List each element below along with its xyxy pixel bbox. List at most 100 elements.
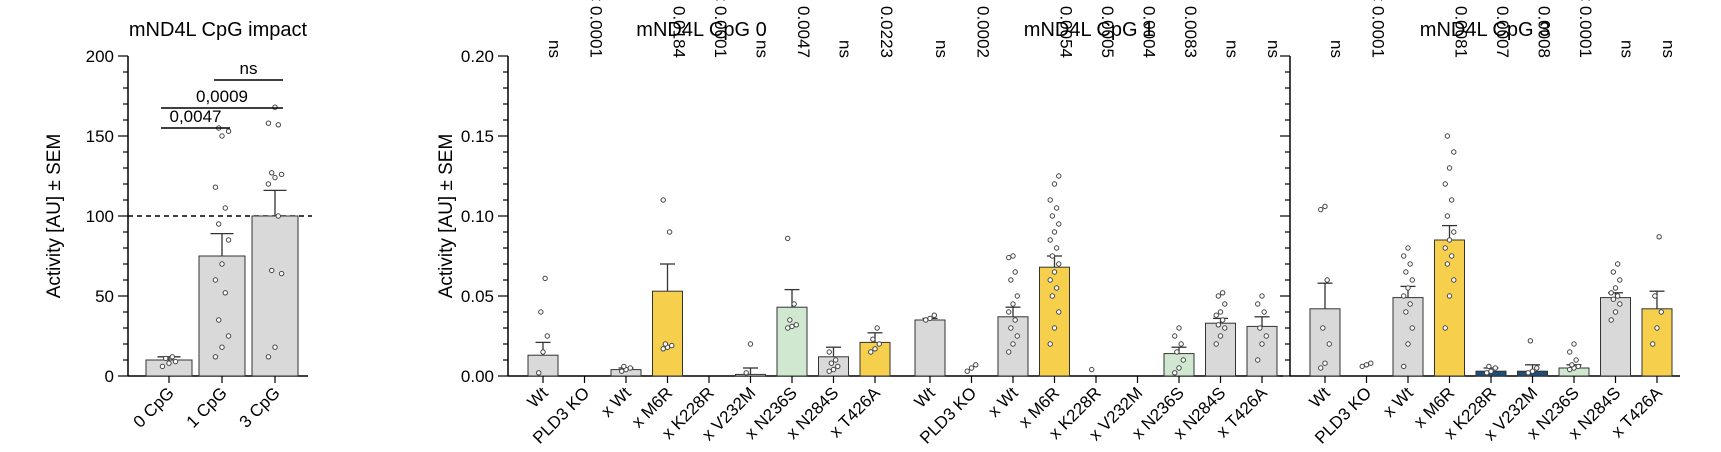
data-point — [222, 290, 228, 296]
data-point — [1525, 370, 1531, 376]
data-point — [1053, 285, 1060, 291]
data-point — [225, 237, 232, 243]
x-tick-label: Wt — [911, 383, 939, 411]
data-point — [1217, 309, 1224, 315]
data-point — [272, 344, 278, 350]
data-point — [1219, 317, 1226, 323]
data-point — [1089, 366, 1095, 373]
data-point — [538, 309, 544, 315]
data-point — [660, 197, 666, 203]
data-point — [1056, 173, 1062, 179]
data-point — [1567, 366, 1573, 373]
bar-x-t426a — [1641, 308, 1673, 377]
data-point — [1446, 237, 1453, 243]
data-point — [1222, 301, 1228, 307]
data-point — [1180, 357, 1186, 363]
y-tick-label: 0 — [105, 367, 114, 386]
data-point — [1324, 277, 1330, 283]
y-axis-label-0: Activity [AU] ± SEM — [44, 134, 65, 299]
data-point — [1178, 341, 1184, 347]
data-point — [1318, 206, 1324, 213]
data-point — [1484, 370, 1490, 376]
y-tick-label: 0.20 — [461, 47, 494, 66]
data-point — [1176, 365, 1182, 371]
data-point — [536, 370, 542, 376]
data-point — [1259, 293, 1265, 299]
data-point — [278, 171, 285, 178]
data-point — [1610, 296, 1617, 302]
bar-x-m6r — [1434, 239, 1465, 377]
data-point — [785, 235, 791, 242]
bar-wt — [527, 354, 559, 377]
data-point — [1326, 341, 1332, 347]
data-point — [1056, 261, 1062, 267]
data-point — [1049, 293, 1056, 299]
data-point — [1213, 341, 1219, 347]
data-point — [265, 181, 272, 187]
x-tick-label: Wt — [1306, 383, 1334, 411]
data-point — [1442, 245, 1448, 251]
data-point — [225, 333, 232, 339]
x-tick-label: x Wt — [1379, 383, 1417, 421]
data-point — [1047, 237, 1053, 243]
data-point — [1051, 181, 1058, 187]
data-point — [1612, 285, 1619, 291]
data-point — [1006, 349, 1012, 355]
data-point — [1056, 309, 1062, 315]
data-point — [1656, 234, 1662, 240]
data-point — [1658, 309, 1664, 315]
data-point — [1261, 309, 1267, 315]
data-point — [278, 270, 285, 277]
data-point — [872, 346, 878, 352]
p-value-label: 0.0004 — [1140, 6, 1159, 58]
data-point — [1047, 197, 1053, 203]
data-point — [1451, 149, 1457, 155]
data-point — [1401, 253, 1407, 259]
data-point — [973, 362, 979, 368]
data-point — [1263, 333, 1269, 339]
p-value-label: 0.0008 — [1535, 6, 1554, 58]
p-value-label: ns — [545, 40, 564, 58]
p-value-label: 0.0047 — [794, 6, 813, 58]
data-point — [1322, 360, 1328, 366]
bar-x-n236s — [776, 306, 808, 377]
data-point — [1451, 229, 1457, 235]
data-point — [544, 333, 550, 339]
p-value-label: < 0.0001 — [587, 0, 606, 58]
data-point — [166, 360, 172, 366]
x-tick-label: 1 CpG — [183, 383, 231, 431]
y-tick-label: 100 — [86, 207, 114, 226]
chart-title-0: mND4L CpG impact — [129, 19, 308, 41]
data-point — [269, 170, 275, 176]
data-point — [1405, 285, 1411, 291]
data-point — [1010, 253, 1016, 259]
data-point — [1652, 293, 1658, 299]
data-point — [1363, 362, 1370, 368]
data-point — [1322, 203, 1328, 210]
p-value-label: 0.0081 — [1452, 6, 1471, 58]
data-point — [826, 349, 832, 355]
y-tick-label: 200 — [86, 47, 114, 66]
data-point — [265, 354, 272, 360]
data-point — [835, 363, 841, 370]
x-tick-label: 3 CpG — [236, 383, 284, 431]
data-point — [743, 370, 749, 376]
data-point — [1259, 341, 1265, 347]
data-point — [1444, 213, 1451, 219]
bar-x-m6r — [652, 290, 683, 377]
data-point — [1614, 293, 1621, 299]
p-value-label: < 0.0001 — [1369, 0, 1388, 58]
data-point — [1008, 277, 1014, 283]
bar-x-n236s — [1163, 353, 1195, 377]
data-point — [1047, 277, 1053, 283]
data-point — [1527, 338, 1534, 344]
data-point — [225, 128, 232, 134]
data-point — [1403, 269, 1409, 275]
data-point — [1444, 133, 1451, 139]
data-point — [828, 360, 835, 366]
data-point — [666, 229, 673, 235]
data-point — [669, 342, 675, 349]
data-point — [222, 205, 228, 211]
p-value-label: ns — [753, 40, 772, 58]
p-value-label: ns — [1659, 40, 1678, 58]
